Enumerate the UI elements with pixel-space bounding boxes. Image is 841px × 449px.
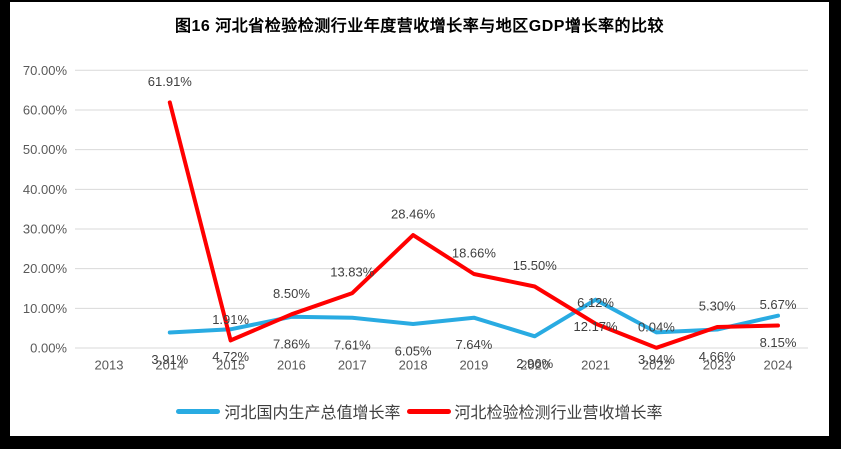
x-axis-tick-label: 2021 — [581, 358, 610, 373]
x-axis-tick-label: 2018 — [399, 358, 428, 373]
frame-border-right — [829, 0, 841, 449]
x-axis-tick-label: 2023 — [703, 358, 732, 373]
data-label: 4.72% — [212, 349, 249, 364]
data-label: 5.67% — [760, 297, 797, 312]
y-axis-tick-label: 10.00% — [23, 301, 68, 316]
revenue-growth-line — [167, 100, 780, 350]
x-axis-tick-label: 2020 — [520, 358, 549, 373]
data-label: 5.30% — [699, 299, 736, 314]
legend-line-swatch — [406, 408, 451, 414]
frame-border-bottom — [0, 436, 841, 449]
data-label: 12.17% — [574, 319, 619, 334]
data-label: 0.04% — [638, 319, 675, 334]
legend-series-label: 河北检验检测行业营收增长率 — [454, 405, 663, 422]
y-axis-tick-label: 20.00% — [23, 261, 68, 276]
y-axis-tick-label: 70.00% — [23, 63, 68, 78]
chart-title: 图16 河北省检验检测行业年度营收增长率与地区GDP增长率的比较 — [175, 18, 664, 35]
data-label: 28.46% — [391, 207, 436, 222]
gdp-growth-line — [167, 297, 780, 339]
legend-item: 河北检验检测行业营收增长率 — [406, 399, 663, 423]
data-label: 18.66% — [452, 246, 497, 261]
data-label: 2.96% — [516, 356, 553, 371]
data-label: 7.61% — [334, 337, 371, 352]
legend-item: 河北国内生产总值增长率 — [176, 399, 401, 423]
y-axis-tick-label: 40.00% — [23, 182, 68, 197]
x-axis-tick-label: 2017 — [338, 358, 367, 373]
data-label: 15.50% — [513, 258, 558, 273]
x-axis-tick-label: 2022 — [642, 358, 671, 373]
frame-border-top — [0, 0, 841, 2]
y-axis-tick-label: 60.00% — [23, 102, 68, 117]
chart-legend: 河北国内生产总值增长率 河北检验检测行业营收增长率 — [10, 399, 829, 423]
data-label: 8.50% — [273, 286, 310, 301]
data-label: 7.64% — [455, 337, 492, 352]
frame-border-left — [0, 0, 10, 449]
data-label: 13.83% — [330, 265, 375, 280]
data-label: 4.66% — [699, 349, 736, 364]
data-label: 1.91% — [212, 312, 249, 327]
y-axis-tick-label: 30.00% — [23, 221, 68, 236]
y-axis-tick-label: 50.00% — [23, 142, 68, 157]
x-axis-tick-label: 2016 — [277, 358, 306, 373]
data-label: 8.15% — [760, 335, 797, 350]
data-label: 61.91% — [148, 74, 193, 89]
data-label: 3.91% — [151, 352, 188, 367]
x-axis-tick-label: 2024 — [764, 358, 793, 373]
x-axis-tick-label: 2015 — [216, 358, 245, 373]
legend-series-label: 河北国内生产总值增长率 — [224, 405, 401, 422]
data-label: 6.05% — [395, 344, 432, 359]
data-label: 6.12% — [577, 295, 614, 310]
data-label: 7.86% — [273, 336, 310, 351]
x-axis-tick-label: 2019 — [459, 358, 488, 373]
legend-line-swatch — [176, 408, 221, 414]
x-axis-tick-label: 2014 — [155, 358, 184, 373]
y-axis-tick-label: 0.00% — [30, 341, 67, 356]
x-axis-tick-label: 2013 — [95, 358, 124, 373]
data-label: 3.94% — [638, 352, 675, 367]
